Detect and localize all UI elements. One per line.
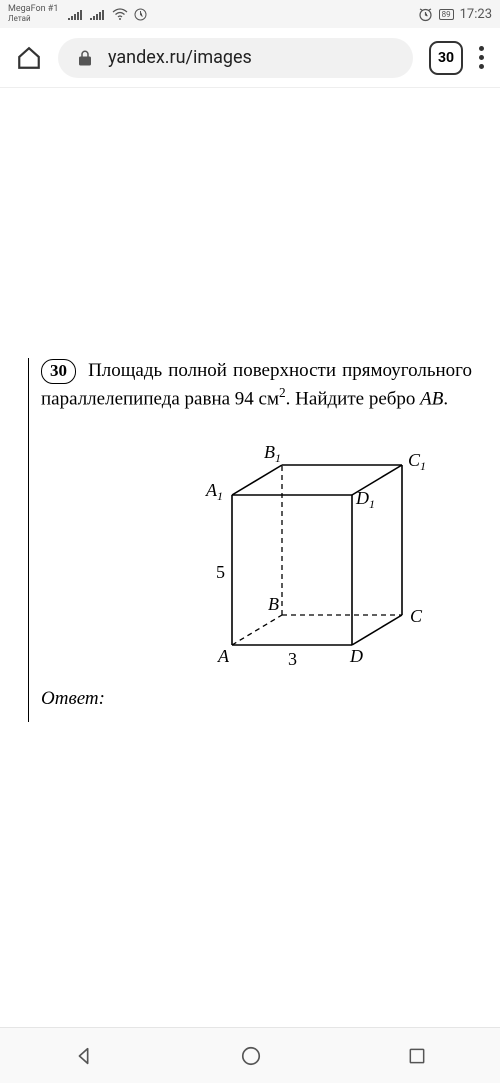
svg-text:C: C: [410, 606, 423, 626]
diagram: A B C D A1 B1 C1 D1 5 3: [41, 430, 472, 680]
status-time: 17:23: [460, 7, 492, 22]
tab-count-button[interactable]: 30: [429, 41, 463, 75]
problem-block: 30 Площадь полной поверхности прямо­угол…: [28, 358, 472, 722]
home-button[interactable]: [240, 1045, 262, 1067]
carrier-name: MegaFon #1: [8, 5, 58, 14]
url-bar[interactable]: yandex.ru/images: [58, 38, 413, 78]
svg-text:3: 3: [288, 649, 297, 669]
status-bar: MegaFon #1 Летай 89 17:23: [0, 0, 500, 28]
alarm-icon: [418, 7, 433, 22]
android-nav-bar: [0, 1027, 500, 1083]
svg-text:D1: D1: [355, 488, 375, 511]
status-signals: [68, 8, 147, 21]
page-content: 30 Площадь полной поверхности прямо­угол…: [0, 88, 500, 1027]
url-text: yandex.ru/images: [108, 47, 252, 68]
menu-icon[interactable]: [479, 46, 484, 69]
home-icon[interactable]: [16, 45, 42, 71]
svg-text:C1: C1: [408, 450, 426, 473]
parallelepiped-diagram: A B C D A1 B1 C1 D1 5 3: [182, 430, 452, 680]
svg-text:D: D: [349, 646, 363, 666]
svg-text:B1: B1: [264, 442, 281, 465]
svg-text:A1: A1: [205, 480, 223, 503]
back-button[interactable]: [73, 1045, 95, 1067]
svg-text:B: B: [268, 594, 279, 614]
svg-text:5: 5: [216, 562, 225, 582]
wifi-icon: [112, 8, 128, 20]
carrier-sub: Летай: [8, 15, 58, 23]
answer-label: Ответ:: [41, 688, 472, 710]
signal-icon-2: [90, 8, 106, 20]
recent-button[interactable]: [407, 1046, 427, 1066]
signal-icon: [68, 8, 84, 20]
status-carrier-block: MegaFon #1 Летай: [8, 5, 58, 23]
battery-icon: 89: [439, 9, 454, 20]
browser-toolbar: yandex.ru/images 30: [0, 28, 500, 88]
svg-text:A: A: [217, 646, 230, 666]
problem-text: 30 Площадь полной поверхности прямо­угол…: [41, 358, 472, 412]
lock-icon: [76, 49, 94, 67]
status-right: 89 17:23: [418, 7, 492, 22]
problem-number: 30: [41, 359, 76, 384]
clock-small-icon: [134, 8, 147, 21]
